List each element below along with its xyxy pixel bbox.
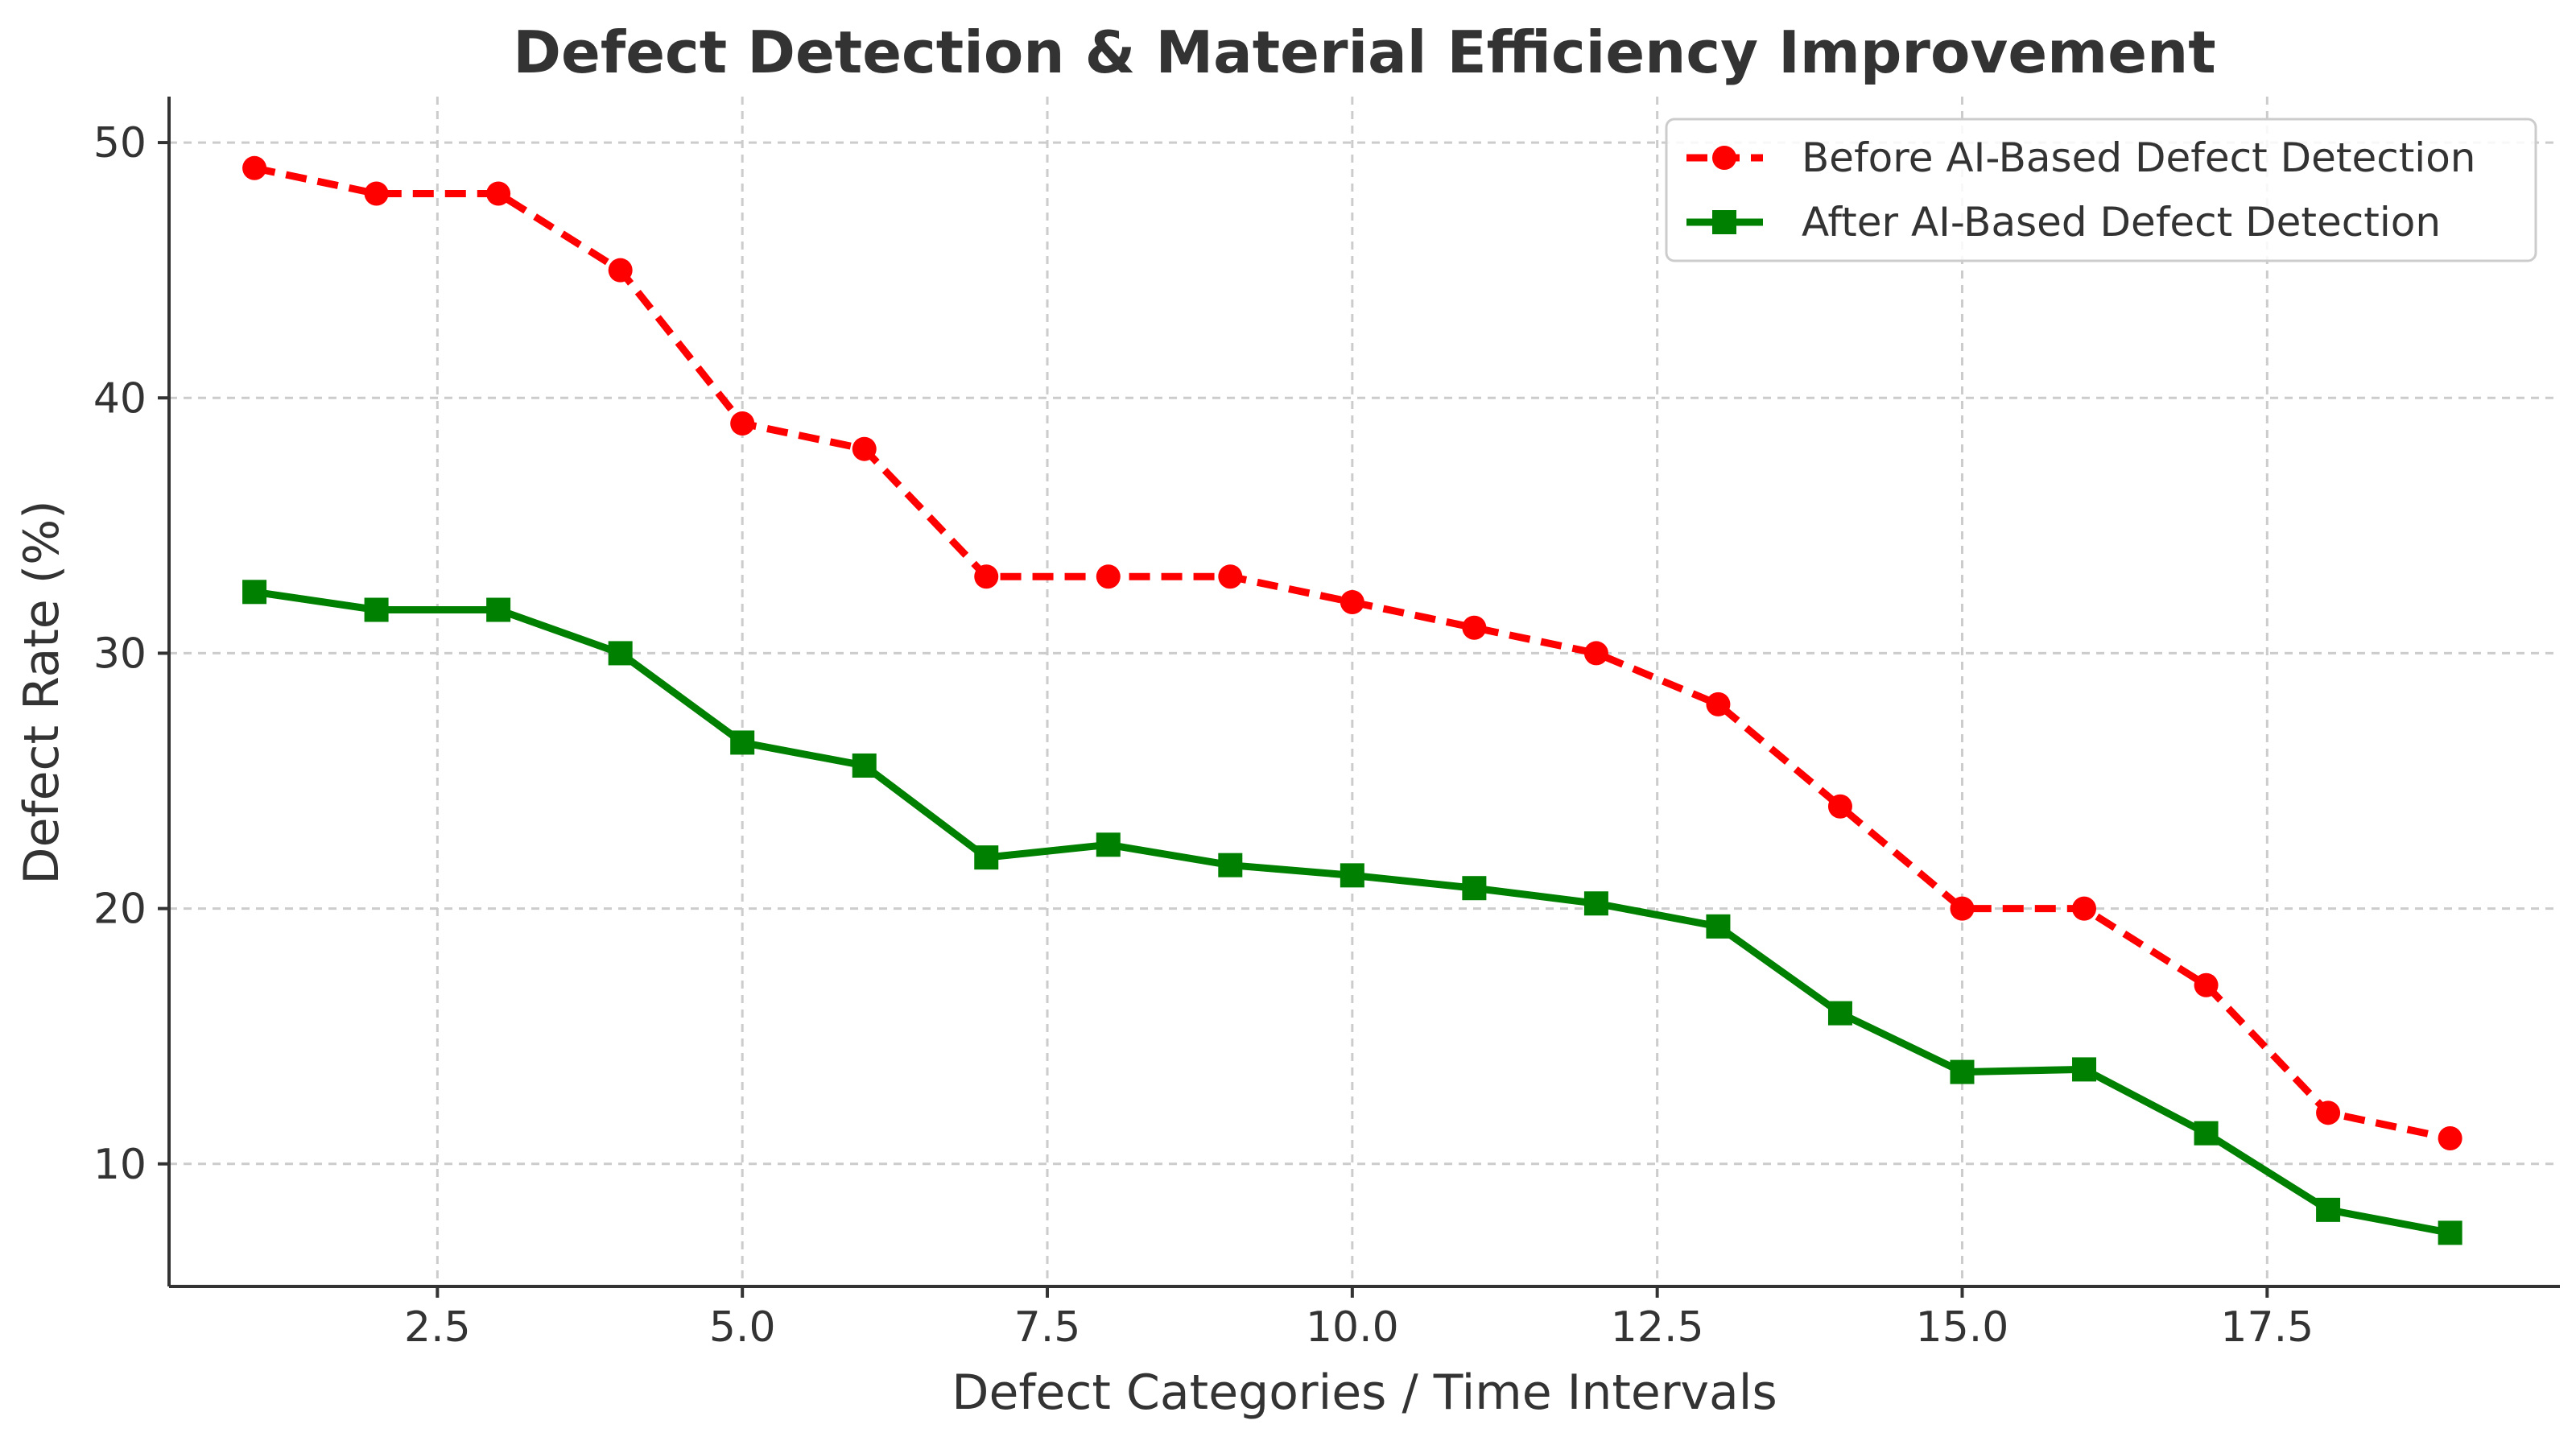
y-tick-label: 20	[93, 886, 147, 934]
data-point-after	[2438, 1220, 2462, 1245]
data-point-before	[1583, 641, 1608, 666]
data-point-before	[1462, 615, 1487, 640]
data-point-before	[852, 436, 877, 461]
x-tick-label: 10.0	[1306, 1303, 1399, 1352]
data-point-before	[2194, 972, 2219, 997]
x-tick-label: 7.5	[1014, 1303, 1081, 1352]
data-point-before	[364, 181, 389, 206]
legend-marker-before	[1712, 146, 1736, 170]
data-point-after	[2316, 1197, 2341, 1222]
data-point-before	[1096, 564, 1121, 589]
x-tick-label: 15.0	[1916, 1303, 2009, 1352]
y-axis-label: Defect Rate (%)	[14, 500, 70, 884]
legend: Before AI-Based Defect Detection After A…	[1665, 118, 2537, 262]
y-tick-label: 10	[93, 1141, 147, 1189]
data-point-before	[1950, 896, 1975, 921]
data-point-before	[2438, 1126, 2462, 1151]
data-point-after	[1950, 1059, 1975, 1084]
legend-box	[1665, 118, 2537, 262]
data-point-before	[1827, 794, 1852, 819]
data-point-before	[2072, 896, 2097, 921]
data-point-after	[1827, 1001, 1852, 1026]
data-point-before	[486, 181, 511, 206]
data-point-before	[2316, 1100, 2341, 1125]
legend-label-before: Before AI-Based Defect Detection	[1802, 134, 2475, 181]
x-tick-label: 12.5	[1611, 1303, 1704, 1352]
data-point-before	[242, 155, 267, 180]
series-layer	[242, 155, 2462, 1245]
data-point-before	[1218, 564, 1243, 589]
x-axis-label: Defect Categories / Time Intervals	[952, 1365, 1777, 1421]
data-point-after	[852, 753, 877, 778]
legend-marker-after	[1712, 210, 1736, 234]
y-tick-label: 40	[93, 374, 147, 423]
data-point-after	[2194, 1121, 2219, 1146]
data-point-after	[486, 597, 511, 622]
data-point-after	[1583, 891, 1608, 916]
data-point-after	[364, 597, 389, 622]
data-point-after	[1706, 914, 1731, 939]
data-point-after	[1096, 832, 1121, 857]
data-point-after	[1218, 853, 1243, 877]
data-point-after	[242, 580, 267, 605]
chart-title: Defect Detection & Material Efficiency I…	[513, 19, 2215, 86]
data-point-before	[974, 564, 999, 589]
data-point-after	[2072, 1057, 2097, 1082]
x-tick-label: 5.0	[709, 1303, 776, 1352]
data-point-after	[730, 730, 755, 755]
grid	[169, 97, 2560, 1286]
data-point-before	[1340, 589, 1364, 614]
data-point-after	[1340, 863, 1364, 888]
data-point-after	[1462, 876, 1487, 901]
data-point-before	[1706, 692, 1731, 716]
data-point-before	[608, 258, 633, 283]
y-tick-label: 30	[93, 630, 147, 678]
legend-label-after: After AI-Based Defect Detection	[1802, 199, 2441, 246]
data-point-after	[608, 641, 633, 666]
x-tick-label: 17.5	[2220, 1303, 2314, 1352]
y-tick-label: 50	[93, 119, 147, 167]
data-point-before	[730, 411, 755, 436]
data-point-after	[974, 845, 999, 870]
x-tick-label: 2.5	[404, 1303, 471, 1352]
axes: 2.5 5.0 7.5 10.0 12.5 15.0 17.5 10 20 30 40 50	[93, 97, 2560, 1352]
